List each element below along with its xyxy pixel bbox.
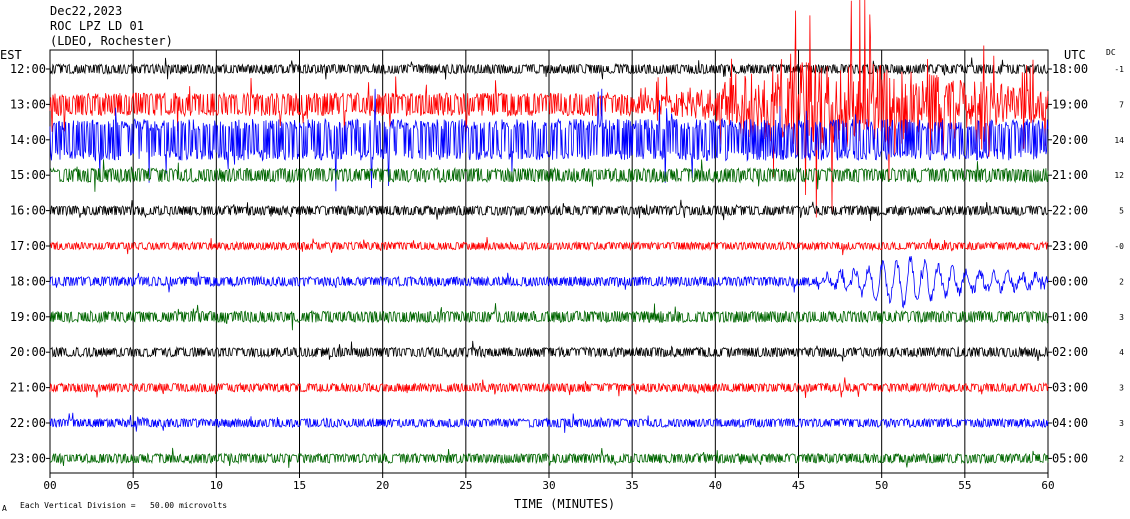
utc-label-1800: 18:00 xyxy=(1052,62,1088,76)
dc-value-2200: 3 xyxy=(1119,419,1124,428)
dc-value-2300: 2 xyxy=(1119,454,1124,463)
est-label-1300: 13:00 xyxy=(10,97,46,111)
utc-label-0000: 00:00 xyxy=(1052,274,1088,288)
utc-label-0500: 05:00 xyxy=(1052,451,1088,465)
utc-label-0400: 04:00 xyxy=(1052,416,1088,430)
trace-2000 xyxy=(49,340,1049,362)
est-label-2000: 20:00 xyxy=(10,345,46,359)
est-label-1500: 15:00 xyxy=(10,168,46,182)
utc-label-2100: 21:00 xyxy=(1052,168,1088,182)
est-label-1800: 18:00 xyxy=(10,274,46,288)
dc-value-1400: 14 xyxy=(1114,136,1124,145)
utc-label-0300: 03:00 xyxy=(1052,381,1088,395)
header-station: ROC LPZ LD 01 xyxy=(50,19,144,33)
x-tick-label-00: 00 xyxy=(43,479,56,492)
header-network: (LDEO, Rochester) xyxy=(50,34,173,48)
trace-1600 xyxy=(49,199,1049,221)
x-tick-label-45: 45 xyxy=(792,479,805,492)
utc-label-1900: 19:00 xyxy=(1052,97,1088,111)
dc-value-1500: 12 xyxy=(1114,171,1124,180)
trace-1300 xyxy=(49,0,1049,218)
x-tick-label-30: 30 xyxy=(542,479,555,492)
header-date: Dec22,2023 xyxy=(50,4,123,18)
x-tick-label-20: 20 xyxy=(376,479,389,492)
est-label-2200: 22:00 xyxy=(10,416,46,430)
dc-value-1200: -1 xyxy=(1114,65,1124,74)
est-label-1400: 14:00 xyxy=(10,133,46,147)
est-label-1600: 16:00 xyxy=(10,204,46,218)
trace-1700 xyxy=(49,237,1049,256)
trace-1900 xyxy=(49,303,1049,331)
x-tick-label-40: 40 xyxy=(709,479,722,492)
right-timezone-label: UTC xyxy=(1064,48,1086,62)
footer-scale-note: Each Vertical Division = 50.00 microvolt… xyxy=(20,501,228,510)
trace-1500 xyxy=(49,159,1049,192)
utc-label-2000: 20:00 xyxy=(1052,133,1088,147)
dc-value-1800: 2 xyxy=(1119,277,1124,286)
x-tick-label-55: 55 xyxy=(958,479,971,492)
dc-value-2100: 3 xyxy=(1119,384,1124,393)
x-tick-label-25: 25 xyxy=(459,479,472,492)
dc-column-header: DC xyxy=(1106,48,1116,57)
est-label-1200: 12:00 xyxy=(10,62,46,76)
footer-mark: A xyxy=(2,504,7,513)
trace-2100 xyxy=(49,377,1049,398)
utc-label-0100: 01:00 xyxy=(1052,310,1088,324)
est-label-1900: 19:00 xyxy=(10,310,46,324)
utc-label-2200: 22:00 xyxy=(1052,204,1088,218)
x-tick-label-60: 60 xyxy=(1041,479,1054,492)
utc-label-0200: 02:00 xyxy=(1052,345,1088,359)
x-tick-label-15: 15 xyxy=(293,479,306,492)
dc-value-1600: 5 xyxy=(1119,207,1124,216)
trace-2200 xyxy=(49,412,1049,433)
left-timezone-label: EST xyxy=(0,48,22,62)
x-tick-label-50: 50 xyxy=(875,479,888,492)
trace-1400 xyxy=(49,88,1049,192)
trace-2300 xyxy=(49,447,1049,468)
dc-value-1900: 3 xyxy=(1119,313,1124,322)
x-tick-label-35: 35 xyxy=(626,479,639,492)
utc-label-2300: 23:00 xyxy=(1052,239,1088,253)
dc-value-1300: 7 xyxy=(1119,100,1124,109)
dc-value-2000: 4 xyxy=(1119,348,1124,357)
trace-1200 xyxy=(49,57,1049,80)
x-tick-label-10: 10 xyxy=(210,479,223,492)
est-label-1700: 17:00 xyxy=(10,239,46,253)
trace-1800 xyxy=(49,256,1049,309)
est-label-2100: 21:00 xyxy=(10,381,46,395)
est-label-2300: 23:00 xyxy=(10,451,46,465)
x-axis-label: TIME (MINUTES) xyxy=(514,497,616,511)
dc-value-1700: -0 xyxy=(1114,242,1124,251)
x-tick-label-05: 05 xyxy=(127,479,140,492)
